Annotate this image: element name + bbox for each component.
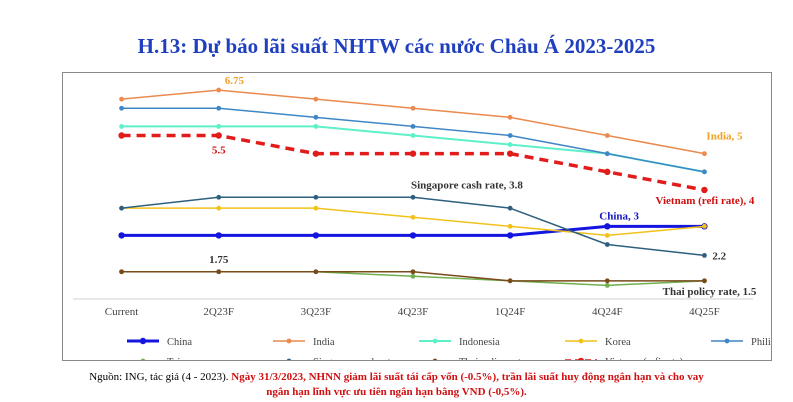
data-label: India, 5 (706, 131, 743, 143)
data-point-korea (410, 214, 416, 220)
legend-label-singapore-cash-rate: Singapore cash rate (313, 357, 396, 360)
data-point-singapore-cash-rate (119, 205, 124, 211)
data-point-vietnam-refi-rate (701, 186, 708, 194)
series-line-philippines (121, 107, 705, 173)
data-point-vietnam-refi-rate (506, 150, 514, 157)
source-line-1: Nguồn: ING, tác giả (4 - 2023). Ngày 31/… (0, 370, 793, 385)
legend-marker-india (286, 338, 292, 344)
data-point-thai-policy-rate (216, 269, 222, 275)
data-point-india (604, 133, 610, 138)
data-point-china (604, 223, 611, 230)
data-point-indonesia (410, 133, 416, 138)
legend-label-indonesia: Indonesia (459, 337, 500, 348)
chart-frame: 1234567Current2Q23F3Q23F4Q23F1Q24F4Q24F4… (62, 72, 772, 361)
data-point-china (215, 232, 222, 239)
data-point-thai-policy-rate (313, 269, 319, 275)
data-label: Thai policy rate, 1.5 (663, 286, 757, 298)
data-point-singapore-cash-rate (702, 253, 707, 258)
legend-label-taiwan: Taiwan (167, 357, 199, 360)
data-point-china (506, 232, 514, 239)
data-label: 2.2 (712, 250, 726, 262)
legend-label-philippines: Philippines (751, 337, 771, 348)
data-point-india (507, 114, 513, 120)
data-point-china (312, 232, 320, 239)
data-label: Vietnam (refi rate), 4 (655, 195, 754, 207)
data-label: 1.75 (209, 254, 229, 266)
legend-label-india: India (313, 337, 335, 348)
data-point-korea (507, 223, 513, 229)
chart-title: H.13: Dự báo lãi suất NHTW các nước Châu… (137, 34, 656, 58)
data-point-korea (604, 233, 610, 238)
data-point-vietnam-refi-rate (604, 168, 611, 176)
data-label: 6.75 (225, 75, 245, 87)
data-point-vietnam-refi-rate (312, 150, 320, 157)
x-tick-label: 2Q23F (203, 306, 234, 318)
legend-marker-korea (578, 338, 584, 344)
legend-marker-china (139, 337, 147, 345)
data-point-taiwan (604, 282, 610, 288)
data-point-indonesia (216, 124, 222, 129)
data-point-india (410, 105, 416, 111)
x-tick-label: Current (105, 306, 139, 318)
legend-label-china: China (167, 337, 192, 348)
data-point-philippines (507, 133, 513, 138)
series-line-india (121, 89, 705, 155)
data-point-philippines (410, 124, 416, 129)
source-line-2: ngắn hạn lĩnh vực ưu tiên ngắn hạn bằng … (0, 385, 793, 400)
x-tick-label: 1Q24F (495, 306, 526, 318)
data-point-singapore-cash-rate (604, 242, 610, 247)
data-label: Singapore cash rate, 3.8 (411, 179, 523, 191)
data-point-philippines (119, 105, 124, 111)
legend-label-thai-policy-rate: Thai policy rate (459, 357, 526, 360)
source-note-line-1: Ngày 31/3/2023, NHNN giảm lãi suất tái c… (231, 371, 704, 383)
data-point-philippines (604, 151, 610, 157)
legend-marker-indonesia (432, 338, 438, 344)
x-tick-label: 3Q23F (301, 306, 332, 318)
data-point-philippines (313, 114, 319, 120)
data-point-thai-policy-rate (507, 278, 513, 284)
data-point-india (702, 151, 707, 157)
x-tick-label: 4Q25F (689, 306, 720, 318)
source-note: Nguồn: ING, tác giả (4 - 2023). Ngày 31/… (0, 370, 793, 400)
legend-marker-taiwan (140, 358, 146, 360)
data-point-china (118, 232, 125, 239)
data-point-vietnam-refi-rate (118, 132, 125, 139)
data-point-indonesia (119, 124, 124, 129)
data-point-india (313, 96, 319, 102)
legend-marker-philippines (724, 338, 730, 344)
data-label: 5.5 (212, 145, 226, 157)
legend-marker-thai-policy-rate (432, 358, 438, 360)
x-tick-label: 4Q24F (592, 306, 623, 318)
data-point-thai-policy-rate (604, 278, 610, 284)
legend-marker-singapore-cash-rate (286, 358, 292, 360)
data-point-philippines (702, 169, 707, 175)
data-point-thai-policy-rate (119, 269, 124, 275)
legend-marker-vietnam-refi-rate (577, 357, 585, 360)
data-point-korea (702, 223, 707, 229)
data-point-singapore-cash-rate (216, 194, 222, 200)
data-point-india (216, 87, 222, 93)
data-label: China, 3 (599, 210, 639, 222)
data-point-thai-policy-rate (702, 278, 707, 284)
data-point-indonesia (507, 142, 513, 147)
data-point-china (409, 232, 417, 239)
source-prefix: Nguồn: ING, tác giả (4 - 2023). (89, 371, 232, 383)
source-note-line-2: ngắn hạn lĩnh vực ưu tiên ngắn hạn bằng … (266, 386, 527, 398)
legend-label-vietnam-refi-rate: Vietnam (refi rate) (605, 357, 684, 360)
data-point-singapore-cash-rate (507, 205, 513, 211)
data-point-singapore-cash-rate (313, 194, 319, 200)
data-point-singapore-cash-rate (410, 194, 416, 200)
legend-label-korea: Korea (605, 337, 631, 348)
data-point-indonesia (313, 124, 319, 129)
data-point-thai-policy-rate (410, 269, 416, 275)
data-point-korea (313, 205, 319, 211)
data-point-taiwan (410, 273, 416, 279)
data-point-vietnam-refi-rate (215, 132, 222, 139)
data-point-korea (216, 205, 222, 211)
data-point-philippines (216, 105, 222, 111)
line-chart: 1234567Current2Q23F3Q23F4Q23F1Q24F4Q24F4… (73, 75, 771, 360)
data-point-india (119, 96, 124, 102)
data-point-vietnam-refi-rate (409, 150, 417, 157)
x-tick-label: 4Q23F (398, 306, 429, 318)
